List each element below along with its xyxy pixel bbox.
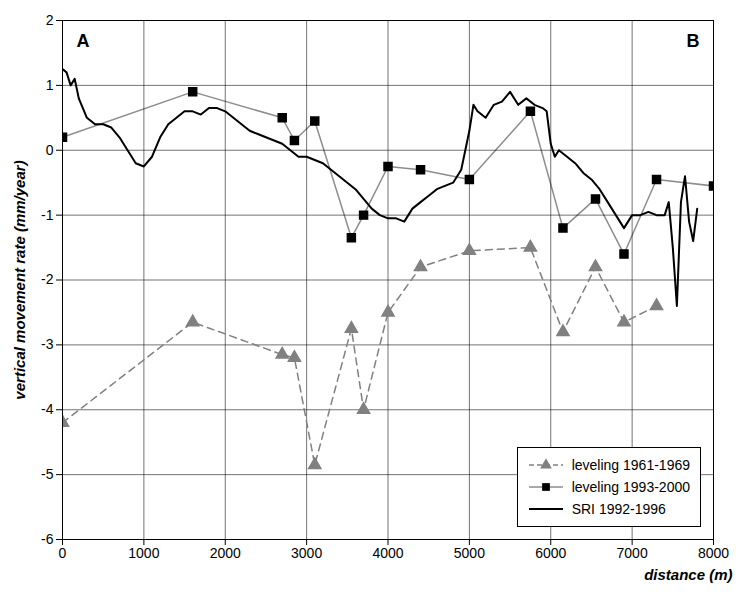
svg-text:7000: 7000 [617, 545, 648, 561]
svg-text:distance (m): distance (m) [644, 566, 732, 583]
svg-text:0: 0 [46, 142, 54, 158]
svg-text:-2: -2 [41, 271, 54, 287]
html-text:leveling 1961-1969: leveling 1961-1969 [571, 457, 690, 473]
svg-text:5000: 5000 [454, 545, 485, 561]
html-text:SRI 1992-1996: SRI 1992-1996 [571, 501, 666, 517]
svg-text:2: 2 [46, 12, 54, 28]
svg-text:-3: -3 [41, 336, 54, 352]
svg-text:8000: 8000 [698, 545, 729, 561]
html-text:leveling 1993-2000: leveling 1993-2000 [571, 479, 690, 495]
svg-text:3000: 3000 [291, 545, 322, 561]
svg-text:6000: 6000 [535, 545, 566, 561]
svg-text:B: B [687, 31, 700, 51]
svg-text:A: A [77, 31, 90, 51]
svg-text:-5: -5 [41, 466, 54, 482]
svg-text:2000: 2000 [210, 545, 241, 561]
svg-text:1: 1 [46, 77, 54, 93]
svg-text:1000: 1000 [128, 545, 159, 561]
svg-text:-4: -4 [41, 401, 54, 417]
svg-text:vertical movement rate (mm/yea: vertical movement rate (mm/year) [11, 160, 28, 399]
svg-text:4000: 4000 [372, 545, 403, 561]
svg-text:-1: -1 [41, 207, 54, 223]
svg-text:0: 0 [59, 545, 67, 561]
svg-text:-6: -6 [41, 531, 54, 547]
